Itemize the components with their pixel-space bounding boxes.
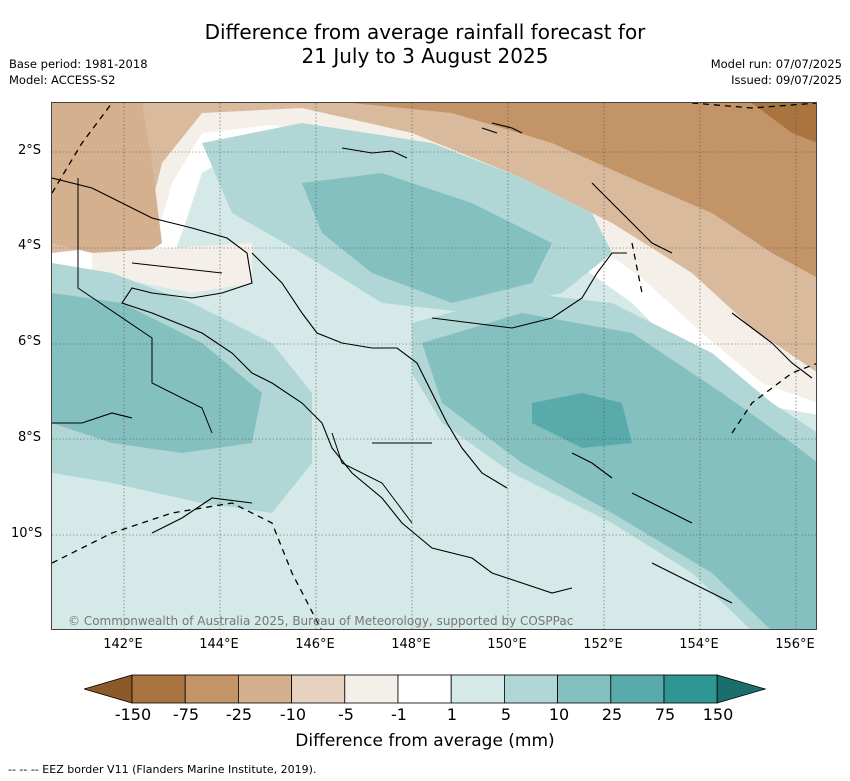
lat-label-8s: 8°S — [18, 430, 42, 445]
issued-text: Issued: 09/07/2025 — [731, 73, 842, 87]
model-text: Model: ACCESS-S2 — [9, 73, 116, 87]
colorbar-tick: -150 — [114, 705, 152, 724]
zone-teal-core — [532, 393, 632, 448]
zone-teal-north-core — [302, 173, 552, 303]
colorbar-segment — [291, 674, 346, 704]
colorbar-tick: 5 — [500, 705, 512, 724]
lon-label-150e: 150°E — [487, 637, 527, 652]
zone-teal-west-core — [52, 293, 262, 453]
colorbar-segment — [131, 674, 186, 704]
colorbar-tick: -25 — [225, 705, 253, 724]
colorbar-segment — [237, 674, 292, 704]
model-run-text: Model run: 07/07/2025 — [710, 57, 842, 71]
lat-label-2s: 2°S — [18, 143, 42, 158]
zone-teal-south-mid — [422, 313, 816, 629]
eez-legend-text: -- -- -- EEZ border V11 (Flanders Marine… — [8, 763, 317, 776]
colorbar-tick: -10 — [279, 705, 307, 724]
colorbar-tick: -5 — [338, 705, 354, 724]
map-title: Difference from average rainfall forecas… — [0, 20, 850, 68]
title-line-1: Difference from average rainfall forecas… — [204, 20, 646, 44]
lon-label-154e: 154°E — [679, 637, 719, 652]
colorbar-tick: 1 — [446, 705, 458, 724]
base-period-text: Base period: 1981-2018 — [9, 57, 148, 71]
zone-brown — [752, 103, 816, 143]
rainfall-map — [51, 102, 817, 630]
lat-label-4s: 4°S — [18, 238, 42, 253]
lon-label-142e: 142°E — [103, 637, 143, 652]
meta-left: Base period: 1981-2018 Model: ACCESS-S2 — [9, 56, 148, 88]
colorbar-extend-high — [716, 674, 767, 704]
colorbar-tick: 25 — [601, 705, 623, 724]
lon-label-144e: 144°E — [199, 637, 239, 652]
colorbar-segment — [344, 674, 399, 704]
lon-label-148e: 148°E — [391, 637, 431, 652]
colorbar-title: Difference from average (mm) — [295, 731, 555, 751]
graticule — [52, 103, 816, 629]
meta-right: Model run: 07/07/2025 Issued: 09/07/2025 — [711, 56, 842, 88]
colorbar-segment — [503, 674, 558, 704]
colorbar-segment — [610, 674, 665, 704]
colorbar-tick: 75 — [654, 705, 676, 724]
colorbar-segment — [397, 674, 452, 704]
lon-label-152e: 152°E — [583, 637, 623, 652]
colorbar-segment — [663, 674, 718, 704]
colorbar-tick: -75 — [172, 705, 200, 724]
title-line-2: 21 July to 3 August 2025 — [301, 44, 549, 68]
lat-label-6s: 6°S — [18, 334, 42, 349]
colorbar-segment — [450, 674, 505, 704]
colorbar-tick: 10 — [548, 705, 570, 724]
lon-label-156e: 156°E — [775, 637, 815, 652]
borders — [77, 178, 432, 524]
copyright-text: © Commonwealth of Australia 2025, Bureau… — [68, 614, 574, 628]
zone-left-tan — [52, 103, 162, 263]
colorbar-segment — [557, 674, 612, 704]
lon-label-146e: 146°E — [295, 637, 335, 652]
colorbar-tick: -1 — [391, 705, 407, 724]
coastlines — [52, 122, 813, 604]
colorbar-tick: 150 — [702, 705, 734, 724]
map-canvas — [52, 103, 816, 629]
colorbar-segment — [184, 674, 239, 704]
colorbar-extend-low — [84, 674, 133, 704]
colorbar — [84, 674, 767, 704]
eez-borders — [52, 103, 816, 629]
lat-label-10s: 10°S — [11, 526, 43, 541]
